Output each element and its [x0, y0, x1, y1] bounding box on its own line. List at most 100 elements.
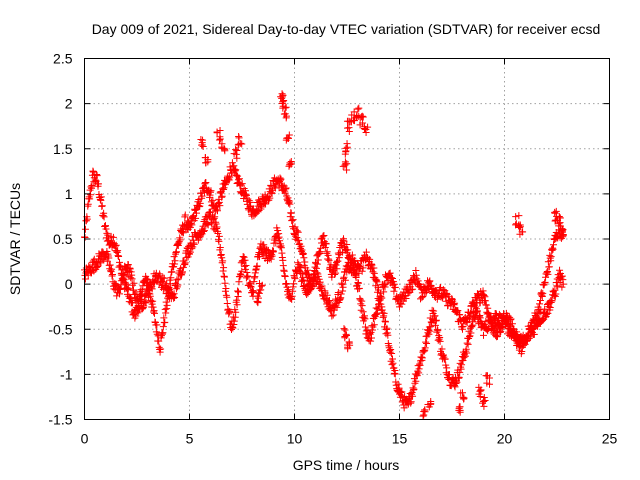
data-point	[149, 297, 157, 305]
data-point	[95, 180, 102, 188]
data-point	[398, 388, 406, 396]
data-point	[390, 287, 398, 295]
data-point	[552, 207, 560, 215]
data-point	[186, 248, 194, 256]
y-tick-label: -1.5	[48, 412, 72, 428]
data-point	[105, 254, 113, 262]
data-point	[552, 290, 560, 298]
data-point	[352, 274, 360, 282]
data-point	[283, 112, 291, 120]
data-point	[179, 263, 187, 271]
data-point	[516, 221, 524, 229]
data-point	[171, 257, 179, 265]
data-point	[276, 237, 284, 245]
data-point	[559, 233, 567, 241]
data-point	[419, 292, 427, 300]
data-point	[257, 282, 265, 290]
y-tick-label: -0.5	[48, 321, 72, 337]
data-point	[367, 337, 375, 345]
data-point	[409, 285, 417, 293]
data-point	[546, 304, 554, 312]
data-point	[130, 286, 137, 294]
data-point	[558, 283, 566, 291]
data-point	[556, 219, 564, 227]
data-point	[235, 134, 243, 142]
data-point	[343, 166, 351, 174]
data-point	[323, 291, 331, 299]
data-point	[286, 161, 294, 169]
data-point	[242, 191, 250, 199]
grid	[84, 58, 610, 420]
data-point	[388, 349, 396, 357]
y-tick-label: 0.5	[53, 231, 73, 247]
data-point	[451, 383, 459, 391]
data-point	[530, 330, 538, 338]
data-point	[181, 211, 189, 219]
data-point	[344, 246, 352, 254]
data-point	[356, 121, 364, 129]
data-point	[124, 284, 132, 292]
data-point	[343, 241, 351, 249]
data-point	[291, 223, 299, 231]
data-point	[362, 129, 370, 137]
data-point	[214, 229, 222, 237]
data-point	[249, 205, 257, 213]
data-point	[102, 225, 110, 233]
data-point	[335, 254, 343, 262]
data-point	[423, 340, 431, 348]
data-point	[554, 282, 562, 290]
data-point	[430, 307, 438, 315]
data-point	[350, 116, 358, 124]
data-point	[507, 315, 515, 323]
data-point	[255, 196, 263, 204]
data-point	[373, 278, 381, 286]
data-point	[160, 274, 168, 282]
data-point	[296, 263, 304, 271]
data-point	[487, 315, 495, 323]
data-point	[536, 296, 544, 304]
data-point	[453, 378, 461, 386]
data-point	[515, 212, 523, 220]
data-point	[188, 245, 196, 253]
x-tick-label: 5	[186, 431, 194, 447]
data-point	[389, 275, 396, 283]
data-point	[550, 241, 557, 249]
data-point	[153, 321, 161, 329]
data-point	[355, 284, 363, 292]
data-point	[133, 290, 141, 298]
data-point	[126, 265, 134, 273]
data-point	[216, 127, 224, 135]
data-point	[441, 355, 449, 363]
data-point	[476, 387, 484, 395]
data-point	[333, 265, 341, 273]
data-point	[220, 264, 228, 272]
data-point	[304, 266, 312, 274]
data-point	[545, 263, 553, 271]
data-point	[380, 288, 388, 296]
x-tick-label: 25	[602, 431, 618, 447]
data-point	[375, 300, 383, 308]
data-point	[558, 225, 566, 233]
data-point	[411, 379, 419, 387]
y-tick-label: 2	[65, 96, 73, 112]
data-point	[291, 275, 299, 283]
data-point	[294, 228, 302, 236]
data-point	[407, 398, 415, 406]
data-point	[525, 334, 533, 342]
data-point	[237, 139, 245, 147]
data-point	[293, 227, 301, 235]
data-point	[176, 236, 184, 244]
data-point	[161, 318, 169, 326]
data-point	[434, 327, 442, 335]
data-point	[469, 321, 477, 329]
data-point	[480, 397, 488, 405]
data-point	[192, 214, 200, 222]
data-point	[460, 394, 468, 402]
data-point	[256, 253, 263, 261]
data-point	[163, 280, 171, 288]
data-point	[130, 279, 138, 287]
data-point	[486, 380, 494, 388]
data-point	[343, 143, 351, 151]
data-point	[387, 346, 395, 354]
data-point	[506, 324, 514, 332]
